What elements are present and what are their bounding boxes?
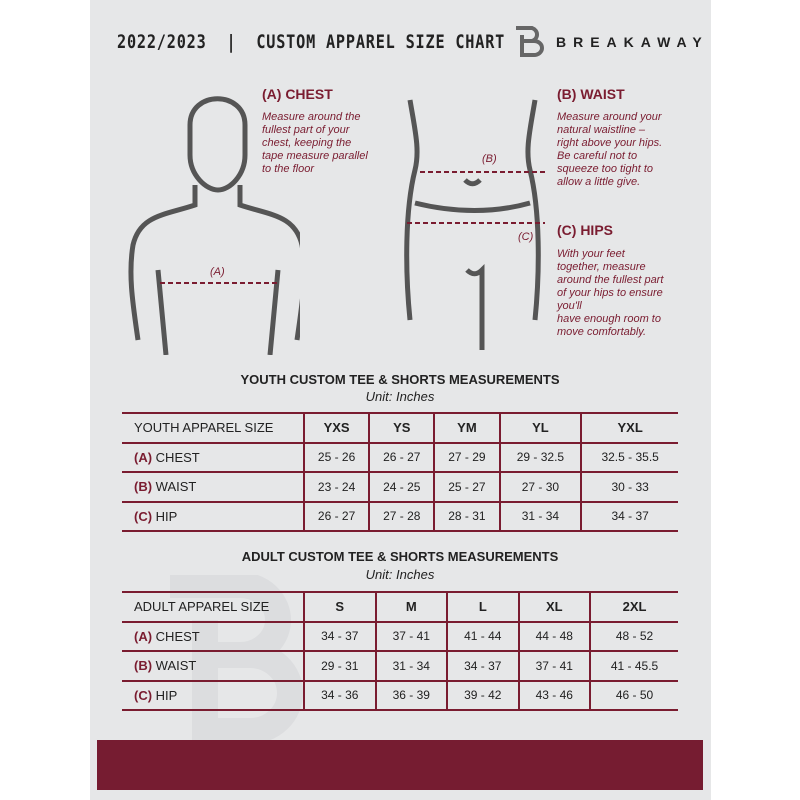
table-cell: 36 - 39 (374, 679, 448, 711)
table-cell: 29 - 31 (303, 650, 376, 682)
table-cell: 34 - 37 (580, 500, 678, 532)
size-column-header: M (374, 591, 448, 623)
waist-marker: (B) (482, 153, 497, 165)
size-header: YOUTH APPAREL SIZE (122, 412, 304, 444)
row-letter: (C) (134, 687, 153, 703)
table-cell: 34 - 37 (446, 650, 519, 682)
table-cell: 27 - 28 (368, 500, 435, 532)
table-cell: 28 - 31 (433, 500, 500, 532)
table-cell: 41 - 44 (446, 620, 519, 652)
table-cell: 31 - 34 (498, 500, 582, 532)
row-label: (B) WAIST (122, 471, 304, 503)
table-cell: 34 - 37 (303, 620, 376, 652)
youth-table-title: YOUTH CUSTOM TEE & SHORTS MEASUREMENTS (240, 372, 560, 387)
row-letter: (C) (134, 508, 153, 524)
size-column-header: YXL (580, 412, 678, 444)
chest-figure (128, 96, 300, 355)
table-row: (A) CHEST 25 - 26 26 - 27 27 - 29 29 - 32.5 3… (122, 441, 678, 473)
table-cell: 30 - 33 (580, 471, 678, 503)
table-cell: 25 - 26 (302, 441, 370, 473)
size-column-header: YS (368, 412, 435, 444)
table-row: (A) CHEST 34 - 37 37 - 41 41 - 44 44 - 48 48 … (122, 620, 678, 652)
row-label: (A) CHEST (122, 620, 304, 652)
hips-heading: (C) HIPS (557, 222, 613, 238)
row-letter: (B) (134, 658, 153, 674)
table-cell: 34 - 36 (303, 679, 376, 711)
size-column-header: S (303, 591, 376, 623)
table-cell: 32.5 - 35.5 (580, 441, 678, 473)
size-column-header: L (446, 591, 519, 623)
row-name: WAIST (155, 658, 197, 674)
table-cell: 48 - 52 (589, 620, 678, 652)
row-label: (A) CHEST (122, 441, 304, 473)
size-column-header: YM (433, 412, 500, 444)
table-cell: 37 - 41 (374, 620, 448, 652)
waist-description: Measure around your natural waistline – ri… (557, 111, 663, 188)
adult-unit: Unit: Inches (365, 567, 435, 582)
table-cell: 37 - 41 (517, 650, 591, 682)
table-cell: 27 - 30 (498, 471, 582, 503)
row-name: HIP (155, 508, 178, 524)
table-cell: 31 - 34 (374, 650, 448, 682)
row-label: (B) WAIST (122, 650, 304, 682)
table-row: (C) HIP 34 - 36 36 - 39 39 - 42 43 - 46 46 - … (122, 679, 678, 711)
table-cell: 46 - 50 (589, 679, 678, 711)
table-cell: 24 - 25 (368, 471, 435, 503)
hips-marker: (C) (518, 231, 534, 243)
table-cell: 44 - 48 (517, 620, 591, 652)
size-column-header: 2XL (589, 591, 678, 623)
brand-name: BREAKAWAY (556, 34, 709, 50)
table-row: (B) WAIST 29 - 31 31 - 34 34 - 37 37 - 41 41 … (122, 650, 678, 682)
chest-description: Measure around the fullest part of your ch… (262, 111, 368, 175)
size-header: ADULT APPAREL SIZE (122, 591, 304, 623)
table-header-row: YOUTH APPAREL SIZE YXS YS YM YL YXL (122, 412, 678, 444)
table-cell: 26 - 27 (302, 500, 370, 532)
row-letter: (B) (134, 479, 153, 495)
row-name: CHEST (155, 628, 200, 644)
row-name: HIP (155, 687, 178, 703)
table-cell: 26 - 27 (368, 441, 435, 473)
row-label: (C) HIP (122, 500, 304, 532)
table-cell: 25 - 27 (433, 471, 500, 503)
table-cell: 39 - 42 (446, 679, 519, 711)
breakaway-logo-icon (516, 26, 544, 57)
row-letter: (A) (134, 449, 153, 465)
table-row: (C) HIP 26 - 27 27 - 28 28 - 31 31 - 34 34 - … (122, 500, 678, 532)
row-name: WAIST (155, 479, 197, 495)
adult-table-title: ADULT CUSTOM TEE & SHORTS MEASUREMENTS (241, 549, 559, 564)
torso-figure (404, 99, 545, 350)
page-title: 2022/2023 | CUSTOM APPAREL SIZE CHART (117, 31, 506, 53)
row-letter: (A) (134, 628, 153, 644)
size-column-header: YL (498, 412, 582, 444)
table-cell: 41 - 45.5 (589, 650, 678, 682)
size-column-header: YXS (302, 412, 370, 444)
youth-size-table: YOUTH APPAREL SIZE YXS YS YM YL YXL (A) CHEST 2… (122, 412, 678, 532)
table-row: (B) WAIST 23 - 24 24 - 25 25 - 27 27 - 30 30 … (122, 471, 678, 503)
table-cell: 43 - 46 (517, 679, 591, 711)
footer-bar (97, 740, 703, 790)
size-column-header: XL (517, 591, 591, 623)
row-name: CHEST (155, 449, 200, 465)
youth-unit: Unit: Inches (365, 389, 435, 404)
hips-description: With your feet together, measure around th… (557, 248, 664, 338)
adult-size-table: ADULT APPAREL SIZE S M L XL 2XL (A) CHEST 34 - … (122, 591, 678, 711)
row-label: (C) HIP (122, 679, 304, 711)
table-header-row: ADULT APPAREL SIZE S M L XL 2XL (122, 591, 678, 623)
table-cell: 27 - 29 (433, 441, 500, 473)
waist-heading: (B) WAIST (557, 86, 625, 102)
chest-heading: (A) CHEST (262, 86, 333, 102)
table-cell: 23 - 24 (302, 471, 370, 503)
chest-marker: (A) (210, 266, 225, 278)
table-cell: 29 - 32.5 (498, 441, 582, 473)
